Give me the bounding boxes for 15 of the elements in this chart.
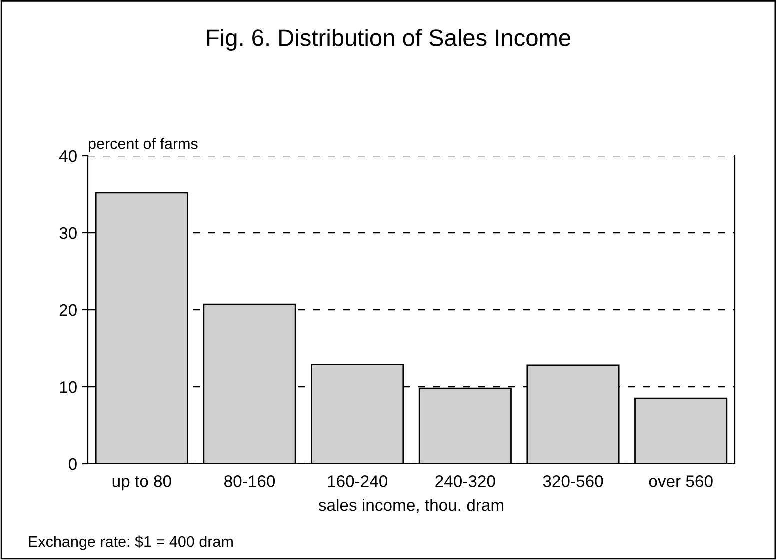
- x-tick-label: over 560: [649, 476, 713, 488]
- chart-title: Fig. 6. Distribution of Sales Income: [207, 28, 571, 52]
- x-tick-label: 320-560: [543, 476, 604, 488]
- y-tick-label: 0: [68, 458, 77, 470]
- x-tick-label: up to 80: [112, 476, 172, 491]
- y-tick-label: 20: [60, 304, 77, 316]
- y-tick-label: 30: [60, 227, 77, 240]
- y-axis-title: percent of farms: [88, 138, 198, 152]
- y-tick-label: 40: [59, 150, 77, 162]
- y-tick-label: 10: [60, 381, 77, 394]
- x-tick-label: 80-160: [224, 476, 276, 488]
- x-axis-title: sales income, thou. dram: [318, 498, 504, 514]
- x-tick-label: 160-240: [328, 476, 388, 488]
- x-tick-label: 240-320: [436, 476, 496, 488]
- text: Exchange rate: $1 = 400 dram: [29, 536, 233, 550]
